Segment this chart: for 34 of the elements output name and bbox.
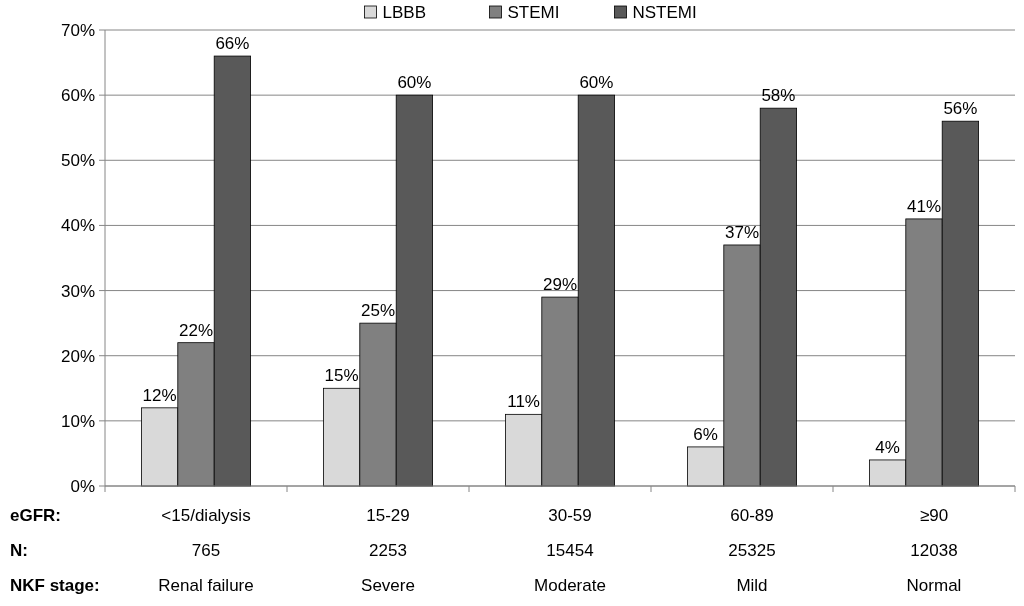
data-label: 56% <box>943 99 978 119</box>
y-tick-label: 60% <box>60 86 95 106</box>
data-label: 15% <box>324 366 359 386</box>
y-tick-label: 20% <box>60 346 95 366</box>
text: eGFR: <box>10 506 61 525</box>
x-tick-label: 60-89 25325 Mild <box>728 506 776 595</box>
y-tick-label: 40% <box>60 216 95 236</box>
data-label: 66% <box>215 34 250 54</box>
data-label: 11% <box>507 392 540 412</box>
data-label: 6% <box>693 424 718 444</box>
data-label: 4% <box>875 437 900 457</box>
text: NKF stage: <box>10 576 100 595</box>
data-label: 25% <box>360 301 396 321</box>
y-tick-label: 10% <box>60 411 95 431</box>
y-tick-label: 50% <box>60 151 95 171</box>
data-label: 41% <box>906 196 942 216</box>
data-label: 29% <box>542 275 578 295</box>
x-tick-label: 15-29 2253 Severe <box>361 506 415 595</box>
y-tick-label: 0% <box>70 476 95 496</box>
y-tick-label: 70% <box>60 20 95 40</box>
x-tick-label: ≥90 12038 Normal <box>906 506 962 595</box>
data-label: 37% <box>724 222 760 242</box>
data-label: 58% <box>761 86 796 106</box>
legend-label: STEMI <box>507 2 560 22</box>
y-tick-label: 30% <box>60 281 95 301</box>
text: N: <box>10 541 28 560</box>
legend-label: LBBB <box>382 2 426 22</box>
legend-label: NSTEMI <box>632 2 697 22</box>
data-label: 22% <box>178 320 214 340</box>
x-tick-label: 30-59 15454 Moderate <box>534 506 606 595</box>
x-tick-label: <15/dialysis 765 Renal failure <box>158 506 254 595</box>
data-label: 12% <box>142 385 177 405</box>
data-label: 60% <box>397 73 432 93</box>
data-label: 60% <box>579 73 614 93</box>
